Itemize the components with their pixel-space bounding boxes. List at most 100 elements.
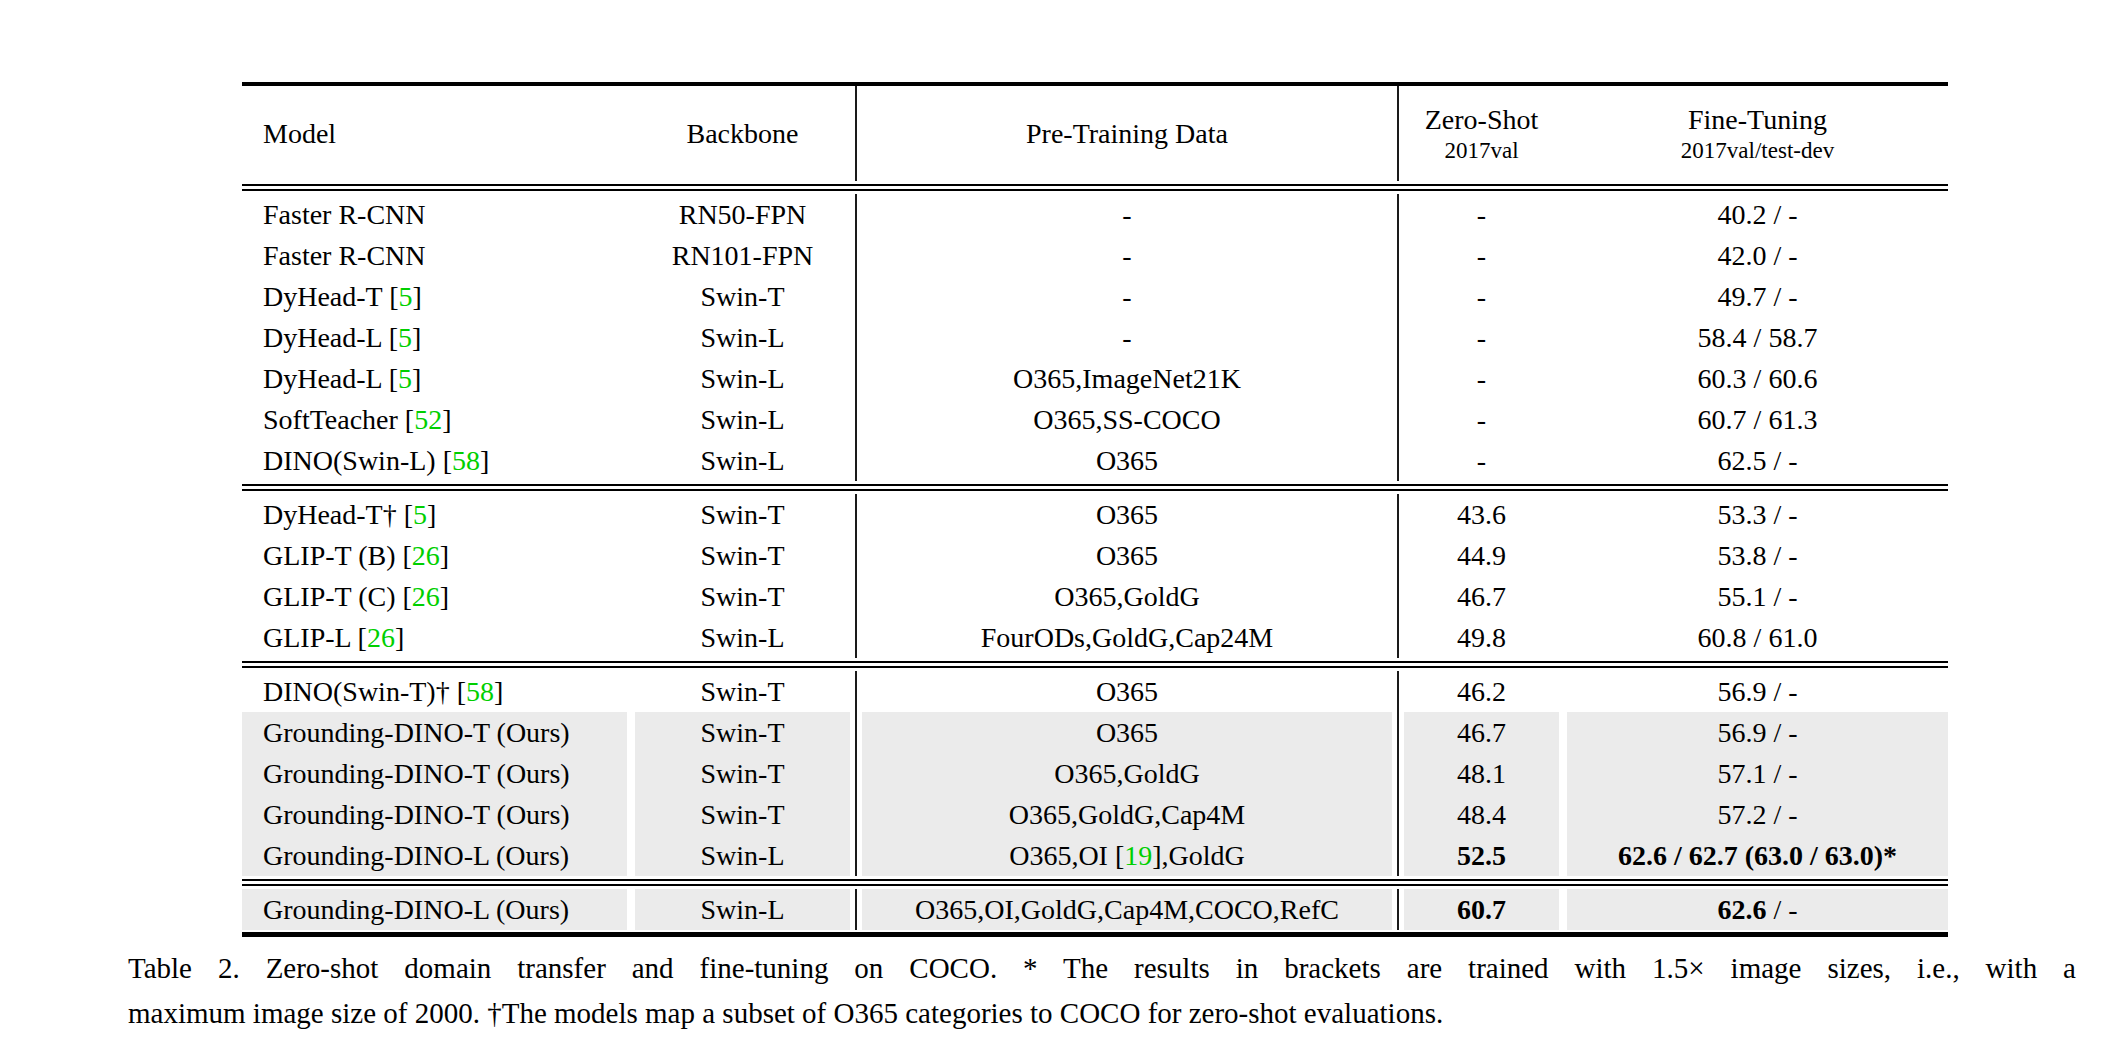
cell-pretraining-data: O365 [862,494,1392,535]
column-gap [627,235,635,276]
citation-number: 5 [398,322,412,353]
col-header-pretraining-label: Pre-Training Data [1026,117,1228,151]
column-divider [1392,317,1404,358]
column-divider [850,194,862,235]
citation-number: 5 [399,281,413,312]
col-header-zero-shot-sub: 2017val [1444,137,1518,165]
table-row: SoftTeacher [52]Swin-LO365,SS-COCO-60.7 … [242,399,1948,440]
column-gap [627,712,635,753]
col-header-zero-shot: Zero-Shot 2017val [1404,86,1559,181]
cell-fine-tuning: 62.6 / 62.7 (63.0 / 63.0)* [1567,835,1948,876]
cell-model: DINO(Swin-L) [58] [242,440,627,481]
cell-fine-tuning: 60.3 / 60.6 [1567,358,1948,399]
column-gap [627,317,635,358]
table-row: DyHead-L [5]Swin-L--58.4 / 58.7 [242,317,1948,358]
cell-model: Grounding-DINO-L (Ours) [242,889,627,930]
column-divider [850,358,862,399]
cell-model: DyHead-L [5] [242,317,627,358]
cell-zero-shot: 60.7 [1404,889,1559,930]
cell-backbone: RN101-FPN [635,235,850,276]
col-header-zero-shot-title: Zero-Shot [1425,103,1539,137]
cell-fine-tuning: 53.3 / - [1567,494,1948,535]
cell-backbone: Swin-T [635,712,850,753]
column-divider [1392,712,1404,753]
column-gap [627,576,635,617]
column-divider [850,753,862,794]
cell-backbone: Swin-L [635,889,850,930]
table-row: DyHead-T [5]Swin-T--49.7 / - [242,276,1948,317]
column-divider [1392,358,1404,399]
cell-backbone: Swin-L [635,317,850,358]
column-divider [850,712,862,753]
col-header-backbone: Backbone [635,86,850,181]
citation-number: 58 [466,676,494,707]
col-header-backbone-label: Backbone [687,117,799,151]
cell-pretraining-data: - [862,235,1392,276]
cell-pretraining-data: O365,GoldG,Cap4M [862,794,1392,835]
column-gap [1559,576,1567,617]
caption-line-2: maximum image size of 2000. †The models … [128,991,2076,1036]
table-row: Grounding-DINO-T (Ours)Swin-TO36546.756.… [242,712,1948,753]
column-divider [850,889,862,930]
column-gap [627,194,635,235]
column-gap [1559,753,1567,794]
column-divider [1392,276,1404,317]
table-row: Grounding-DINO-L (Ours)Swin-LO365,OI,Gol… [242,889,1948,930]
cell-zero-shot: - [1404,317,1559,358]
cell-fine-tuning: 49.7 / - [1567,276,1948,317]
column-gap [627,753,635,794]
table-body: Faster R-CNNRN50-FPN--40.2 / -Faster R-C… [242,184,1948,930]
cell-pretraining-data: O365 [862,535,1392,576]
cell-zero-shot: 52.5 [1404,835,1559,876]
cell-zero-shot: 46.7 [1404,712,1559,753]
cell-model: GLIP-T (B) [26] [242,535,627,576]
column-gap [627,835,635,876]
column-gap [627,494,635,535]
block-separator [242,879,1948,886]
column-gap [1559,276,1567,317]
cell-zero-shot: 44.9 [1404,535,1559,576]
cell-fine-tuning: 42.0 / - [1567,235,1948,276]
cell-fine-tuning: 58.4 / 58.7 [1567,317,1948,358]
column-gap [627,86,635,181]
citation-number: 26 [412,540,440,571]
column-divider [850,794,862,835]
column-divider [1392,194,1404,235]
col-header-fine-tuning: Fine-Tuning 2017val/test-dev [1567,86,1948,181]
cell-pretraining-data: - [862,317,1392,358]
column-divider [1392,794,1404,835]
cell-zero-shot: - [1404,194,1559,235]
cell-model: Faster R-CNN [242,235,627,276]
cell-zero-shot: 46.2 [1404,671,1559,712]
column-gap [627,358,635,399]
column-gap [1559,86,1567,181]
cell-model: Grounding-DINO-L (Ours) [242,835,627,876]
table-row: DINO(Swin-T)† [58]Swin-TO36546.256.9 / - [242,671,1948,712]
caption-line-1: Table 2. Zero-shot domain transfer and f… [128,946,2076,991]
cell-fine-tuning: 55.1 / - [1567,576,1948,617]
column-gap [627,399,635,440]
column-divider [1392,535,1404,576]
citation-number: 26 [412,581,440,612]
cell-zero-shot: 43.6 [1404,494,1559,535]
column-gap [627,671,635,712]
cell-model: Faster R-CNN [242,194,627,235]
column-gap [627,617,635,658]
col-header-model: Model [242,86,627,181]
column-divider [1392,440,1404,481]
column-divider [850,617,862,658]
cell-pretraining-data: O365,ImageNet21K [862,358,1392,399]
table-row: Grounding-DINO-T (Ours)Swin-TO365,GoldG,… [242,794,1948,835]
cell-model: DyHead-T [5] [242,276,627,317]
cell-model: Grounding-DINO-T (Ours) [242,794,627,835]
citation-number: 5 [413,499,427,530]
col-header-fine-tuning-title: Fine-Tuning [1688,103,1827,137]
column-divider [850,494,862,535]
column-divider [850,399,862,440]
column-gap [1559,535,1567,576]
column-divider [1392,671,1404,712]
col-header-model-label: Model [263,117,336,151]
cell-zero-shot: - [1404,440,1559,481]
cell-model: DyHead-T† [5] [242,494,627,535]
column-divider [1392,235,1404,276]
